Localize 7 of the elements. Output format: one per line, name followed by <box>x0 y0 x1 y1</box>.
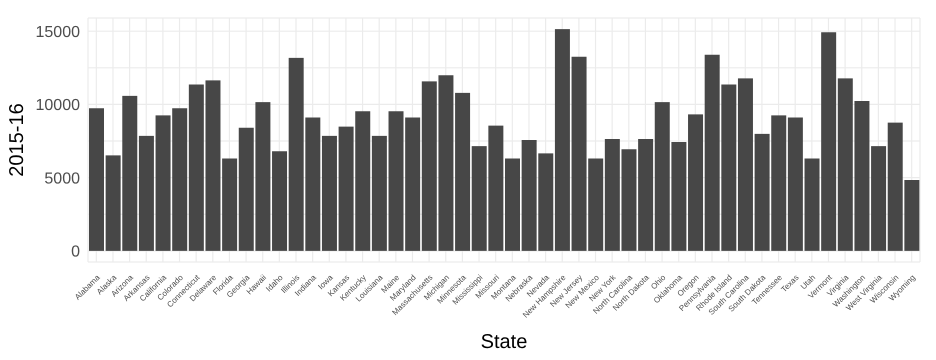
y-axis-title: 2015-16 <box>6 103 28 177</box>
y-tick-label: 0 <box>71 244 80 261</box>
bar <box>904 180 920 251</box>
y-tick-label: 15000 <box>36 24 80 41</box>
y-tick-label: 10000 <box>36 97 80 114</box>
x-axis-title: State <box>480 331 528 354</box>
y-tick-label: 5000 <box>44 170 80 188</box>
